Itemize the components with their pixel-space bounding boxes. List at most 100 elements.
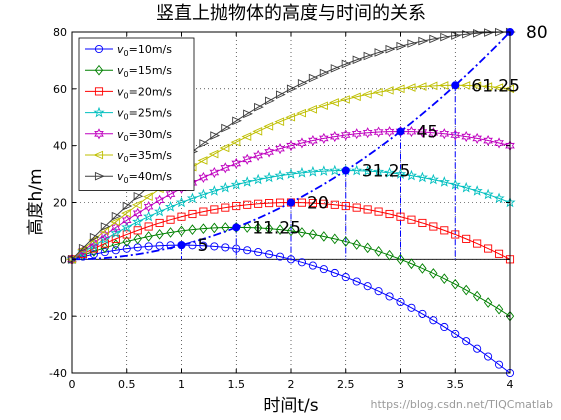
data-point bbox=[383, 166, 396, 178]
data-point bbox=[374, 287, 383, 296]
data-point bbox=[417, 126, 428, 138]
data-point bbox=[429, 222, 438, 231]
data-point bbox=[133, 233, 142, 245]
data-point bbox=[361, 90, 372, 99]
data-point bbox=[264, 146, 274, 158]
data-point bbox=[210, 242, 219, 251]
data-point bbox=[396, 41, 407, 51]
data-point bbox=[450, 129, 461, 141]
data-point bbox=[121, 208, 131, 218]
data-point bbox=[440, 273, 449, 284]
legend-entry: v0=25m/s bbox=[85, 107, 172, 122]
legend-label-sub: 0 bbox=[124, 91, 129, 100]
data-point bbox=[427, 173, 439, 185]
data-point bbox=[429, 34, 440, 44]
data-point bbox=[429, 316, 438, 325]
data-point bbox=[100, 242, 110, 254]
data-point bbox=[121, 214, 132, 226]
legend-label-rest: =10m/s bbox=[129, 43, 173, 56]
data-point bbox=[243, 109, 253, 119]
data-point bbox=[462, 234, 471, 243]
x-axis-title: 时间t/s bbox=[263, 396, 318, 416]
data-point bbox=[329, 130, 340, 143]
data-point bbox=[427, 81, 438, 91]
data-point bbox=[352, 203, 361, 212]
data-point bbox=[155, 218, 164, 228]
y-tick-label: 60 bbox=[53, 83, 67, 96]
data-point bbox=[440, 32, 451, 42]
data-point bbox=[254, 248, 263, 257]
data-point bbox=[286, 84, 297, 94]
data-point bbox=[166, 215, 175, 224]
data-point bbox=[275, 224, 285, 235]
data-point bbox=[210, 205, 219, 214]
x-tick-label: 1.5 bbox=[228, 378, 246, 391]
data-point bbox=[374, 207, 383, 216]
data-point bbox=[363, 205, 372, 214]
data-point bbox=[220, 162, 231, 174]
y-tick-label: -40 bbox=[49, 367, 67, 380]
legend: v0=10m/sv0=15m/sv0=20m/sv0=25m/sv0=30m/s… bbox=[78, 37, 195, 191]
data-point bbox=[319, 199, 328, 208]
data-point bbox=[460, 181, 472, 193]
data-point bbox=[252, 173, 264, 185]
data-point bbox=[493, 192, 505, 204]
data-point bbox=[384, 126, 395, 138]
data-point bbox=[265, 199, 274, 208]
data-point bbox=[440, 322, 449, 332]
data-point bbox=[362, 127, 373, 139]
data-point bbox=[438, 81, 449, 90]
data-point bbox=[276, 90, 286, 99]
data-point bbox=[319, 231, 329, 242]
data-point bbox=[407, 258, 416, 270]
y-tick-label: 40 bbox=[53, 140, 67, 153]
data-point bbox=[297, 258, 307, 267]
x-tick-label: 2.5 bbox=[337, 378, 355, 391]
data-point bbox=[351, 128, 362, 140]
data-point bbox=[122, 244, 131, 253]
data-point bbox=[484, 244, 493, 253]
data-point bbox=[483, 134, 493, 147]
data-point bbox=[482, 188, 494, 200]
data-point bbox=[144, 222, 153, 231]
data-point bbox=[373, 126, 384, 138]
legend-label: v0=15m/s bbox=[117, 64, 172, 79]
data-point bbox=[166, 241, 175, 250]
legend-entry: v0=10m/s bbox=[85, 43, 172, 58]
legend-marker bbox=[94, 44, 104, 54]
data-point bbox=[144, 242, 153, 251]
data-point bbox=[89, 250, 98, 259]
data-point bbox=[131, 200, 142, 210]
data-point bbox=[363, 282, 372, 291]
data-point bbox=[232, 244, 241, 253]
data-point bbox=[210, 222, 219, 234]
legend-label-var: v bbox=[117, 64, 124, 77]
data-point bbox=[352, 277, 361, 286]
data-point bbox=[473, 239, 482, 248]
apex-point bbox=[451, 81, 460, 90]
data-point bbox=[230, 137, 241, 147]
data-point bbox=[493, 83, 504, 92]
data-point bbox=[374, 48, 385, 57]
legend-label: v0=40m/s bbox=[117, 170, 172, 185]
data-point bbox=[89, 244, 98, 253]
data-point bbox=[462, 284, 471, 296]
series-line bbox=[71, 226, 511, 317]
apex-label: 20 bbox=[307, 194, 329, 214]
apex-curve-layer bbox=[71, 28, 514, 261]
data-point bbox=[396, 297, 405, 307]
data-point bbox=[188, 224, 197, 235]
legend-label: v0=20m/s bbox=[117, 85, 172, 100]
data-point bbox=[100, 248, 109, 257]
data-point bbox=[241, 132, 252, 141]
data-point bbox=[242, 153, 253, 165]
data-point bbox=[407, 215, 416, 224]
data-point bbox=[341, 202, 350, 211]
legend-label-var: v bbox=[117, 43, 124, 56]
data-point bbox=[253, 222, 263, 234]
data-point bbox=[363, 51, 374, 61]
data-point bbox=[495, 249, 504, 258]
data-point bbox=[438, 176, 450, 187]
data-point bbox=[286, 225, 296, 237]
apex-label: 45 bbox=[417, 122, 439, 142]
